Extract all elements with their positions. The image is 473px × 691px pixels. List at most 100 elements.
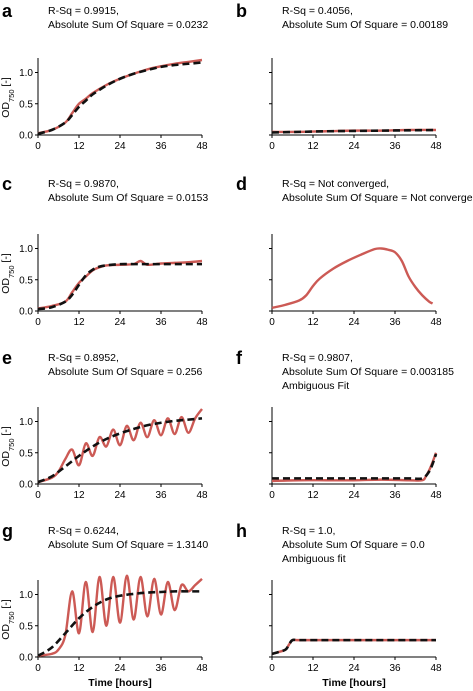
x-tick-label: 36 — [389, 490, 401, 501]
panel-e: e R-Sq = 0.8952, Absolute Sum Of Square = … — [0, 348, 208, 501]
panel-a: a R-Sq = 0.9915, Absolute Sum Of Square = … — [0, 1, 208, 152]
fit-curve-line — [37, 262, 202, 311]
x-tick-label: 48 — [196, 663, 208, 674]
panel-letter-h: h — [236, 521, 247, 541]
panel-annotation: R-Sq = 0.9915, — [48, 5, 119, 17]
panel-annotation: Absolute Sum Of Square = 0.0232 — [48, 19, 208, 31]
od-data-line — [37, 259, 203, 310]
fit-curve-line — [37, 590, 202, 657]
y-axis-label: OD750 [-] — [0, 77, 16, 118]
x-tick-label: 36 — [155, 490, 167, 501]
panel-f: f R-Sq = 0.9807, Absolute Sum Of Square = … — [236, 348, 454, 501]
x-tick-label: 36 — [389, 663, 401, 674]
y-tick-label: 0.5 — [19, 99, 33, 110]
y-tick-label: 0.0 — [19, 307, 33, 318]
y-tick-label: 0.5 — [19, 275, 33, 286]
od-data-line — [271, 452, 438, 483]
od-data-line — [271, 638, 436, 656]
x-tick-label: 0 — [269, 141, 275, 152]
x-tick-label: 0 — [35, 141, 41, 152]
x-tick-label: 12 — [307, 490, 319, 501]
x-tick-label: 12 — [73, 317, 85, 328]
y-tick-label: 1.0 — [19, 244, 33, 255]
x-tick-label: 36 — [155, 141, 167, 152]
y-tick-label: 0.5 — [19, 621, 33, 632]
od-data-line — [37, 408, 203, 484]
panel-h: h R-Sq = 1.0, Absolute Sum Of Square = 0.0… — [236, 521, 442, 689]
x-tick-label: 36 — [155, 317, 167, 328]
fit-curve-line — [271, 128, 437, 134]
panel-annotation: R-Sq = 0.6244, — [48, 525, 119, 537]
panel-letter-g: g — [2, 521, 13, 541]
panel-annotation: R-Sq = 1.0, — [282, 525, 335, 537]
panel-annotation: Absolute Sum Of Square = 0.256 — [48, 366, 203, 378]
panel-c: c R-Sq = 0.9870, Absolute Sum Of Square = … — [0, 174, 208, 328]
x-tick-label: 12 — [307, 141, 319, 152]
panel-annotation: R-Sq = Not converged, — [282, 178, 389, 190]
x-tick-label: 48 — [196, 490, 208, 501]
x-tick-label: 48 — [430, 141, 442, 152]
x-tick-label: 12 — [307, 663, 319, 674]
x-tick-label: 24 — [114, 141, 126, 152]
x-tick-label: 48 — [196, 317, 208, 328]
panel-letter-c: c — [2, 174, 12, 194]
x-tick-label: 36 — [389, 317, 401, 328]
panel-annotation: R-Sq = 0.9870, — [48, 178, 119, 190]
fit-curve-line — [271, 638, 436, 656]
panel-letter-e: e — [2, 348, 12, 368]
y-axis-label: OD750 [-] — [0, 426, 16, 467]
panel-annotation: Ambiguous fit — [282, 553, 346, 565]
od-data-line — [37, 58, 203, 135]
od-data-line — [271, 247, 434, 310]
x-tick-label: 0 — [35, 490, 41, 501]
panel-b: b R-Sq = 0.4056, Absolute Sum Of Square = … — [236, 1, 448, 152]
panel-letter-d: d — [236, 174, 247, 194]
panel-annotation: R-Sq = 0.9807, — [282, 352, 353, 364]
x-tick-label: 36 — [389, 141, 401, 152]
x-tick-label: 12 — [73, 490, 85, 501]
y-tick-label: 1.0 — [19, 590, 33, 601]
panel-annotation: Absolute Sum Of Square = 0.0 — [282, 539, 425, 551]
panel-letter-b: b — [236, 1, 247, 21]
x-tick-label: 12 — [73, 663, 85, 674]
x-tick-label: 36 — [155, 663, 167, 674]
panel-d: d R-Sq = Not converged, Absolute Sum Of Sq… — [236, 174, 473, 328]
panel-annotation: R-Sq = 0.8952, — [48, 352, 119, 364]
panel-annotation: Absolute Sum Of Square = 1.3140 — [48, 539, 208, 551]
x-tick-label: 24 — [348, 490, 360, 501]
x-tick-label: 48 — [430, 490, 442, 501]
x-tick-label: 48 — [430, 663, 442, 674]
x-tick-label: 24 — [348, 663, 360, 674]
panel-annotation: Absolute Sum Of Square = 0.00189 — [282, 19, 448, 31]
x-tick-label: 48 — [196, 141, 208, 152]
od-data-line — [37, 574, 203, 657]
fit-curve-line — [37, 61, 203, 136]
y-tick-label: 1.0 — [19, 68, 33, 79]
x-axis-label: Time [hours] — [88, 677, 151, 689]
y-tick-label: 0.0 — [19, 480, 33, 491]
x-tick-label: 48 — [430, 317, 442, 328]
y-axis-label: OD750 [-] — [0, 599, 16, 640]
x-tick-label: 12 — [73, 141, 85, 152]
x-tick-label: 0 — [35, 663, 41, 674]
x-tick-label: 0 — [35, 317, 41, 328]
panel-g: g R-Sq = 0.6244, Absolute Sum Of Square = … — [0, 521, 208, 689]
x-tick-label: 24 — [348, 141, 360, 152]
x-tick-label: 24 — [114, 317, 126, 328]
panel-annotation: Absolute Sum Of Square = Not converged — [282, 192, 473, 204]
x-axis-label: Time [hours] — [322, 677, 385, 689]
panel-annotation: Absolute Sum Of Square = 0.003185 — [282, 366, 454, 378]
y-tick-label: 1.0 — [19, 417, 33, 428]
x-tick-label: 24 — [114, 490, 126, 501]
x-tick-label: 24 — [114, 663, 126, 674]
panel-annotation: R-Sq = 0.4056, — [282, 5, 353, 17]
y-tick-label: 0.0 — [19, 653, 33, 664]
panel-annotation: Absolute Sum Of Square = 0.0153 — [48, 192, 208, 204]
panel-letter-a: a — [2, 1, 13, 21]
fit-curve-line — [272, 453, 438, 481]
y-tick-label: 0.0 — [19, 131, 33, 142]
y-axis-label: OD750 [-] — [0, 253, 16, 294]
x-tick-label: 0 — [269, 317, 275, 328]
